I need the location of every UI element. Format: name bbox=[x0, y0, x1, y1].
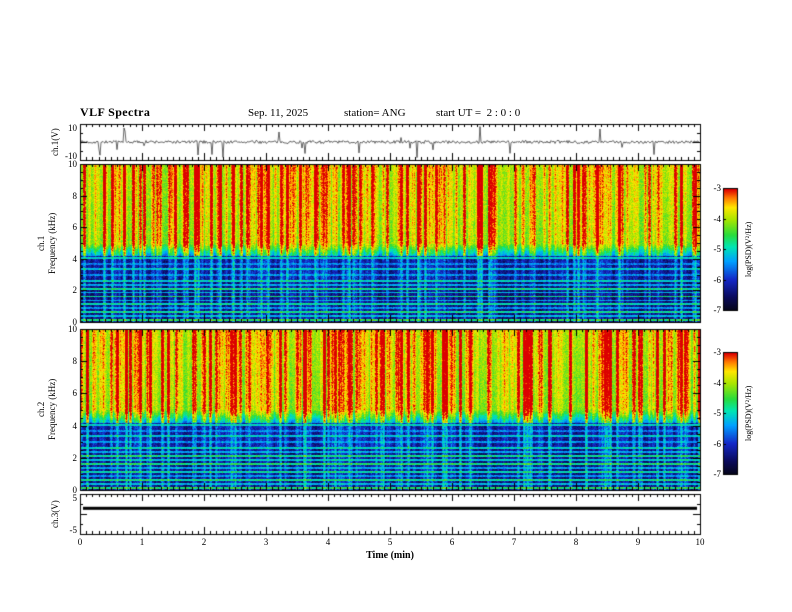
colorbar1-label: log(PSD)(V²/Hz) bbox=[744, 221, 753, 277]
ch1-frequency-axis-label: ch.1 Frequency (kHz) bbox=[36, 181, 58, 305]
tick-label: 5 bbox=[387, 537, 393, 547]
ch1-axis-line1: ch.1 bbox=[36, 235, 46, 251]
tick-label: -7 bbox=[713, 469, 722, 479]
ch2-axis-line1: ch.2 bbox=[36, 401, 46, 417]
tick-label: 0 bbox=[72, 485, 78, 495]
tick-label: 6 bbox=[72, 222, 78, 233]
tick-label: 8 bbox=[573, 537, 579, 547]
tick-label: 10 bbox=[68, 324, 77, 334]
tick-label: 1 bbox=[139, 537, 145, 547]
tick-label: 10 bbox=[68, 123, 77, 133]
tick-label: 5 bbox=[72, 493, 78, 503]
tick-label: 8 bbox=[72, 190, 78, 201]
ch1-voltage-axis-label: ch.1(V) bbox=[50, 128, 60, 156]
colorbar2-label: log(PSD)(V²/Hz) bbox=[744, 385, 753, 441]
time-axis-label: Time (min) bbox=[366, 550, 414, 561]
tick-label: 4 bbox=[325, 537, 331, 547]
ch2-axis-line2: Frequency (kHz) bbox=[47, 378, 57, 440]
tick-label: 10 bbox=[68, 159, 77, 169]
tick-label: 3 bbox=[263, 537, 269, 547]
tick-label: 4 bbox=[72, 253, 78, 264]
tick-label: 0 bbox=[72, 317, 78, 327]
ch3-voltage-axis-label: ch.3(V) bbox=[50, 500, 60, 528]
tick-label: -4 bbox=[713, 213, 722, 224]
tick-label: 10 bbox=[695, 537, 705, 547]
tick-label: 7 bbox=[511, 537, 517, 547]
tick-label: 2 bbox=[72, 452, 78, 463]
page-title: VLF Spectra bbox=[80, 105, 151, 119]
tick-label: 6 bbox=[72, 388, 78, 399]
tick-label: -5 bbox=[713, 408, 722, 418]
tick-label: -10 bbox=[65, 151, 77, 161]
station-label: station= ANG bbox=[344, 107, 406, 119]
tick-label: 6 bbox=[449, 537, 455, 547]
start-ut-label: start UT = 2 : 0 : 0 bbox=[436, 107, 521, 119]
tick-label: 8 bbox=[72, 356, 78, 367]
tick-label: 9 bbox=[635, 537, 641, 547]
tick-label: -4 bbox=[713, 377, 722, 388]
ch1-axis-line2: Frequency (kHz) bbox=[47, 212, 57, 274]
tick-label: 4 bbox=[72, 420, 78, 431]
tick-label: -5 bbox=[69, 525, 78, 535]
tick-label: -5 bbox=[713, 244, 722, 254]
tick-label: -3 bbox=[713, 347, 722, 357]
tick-label: -6 bbox=[713, 438, 722, 449]
date-label: Sep. 11, 2025 bbox=[248, 107, 309, 119]
ch2-frequency-axis-label: ch.2 Frequency (kHz) bbox=[36, 347, 58, 471]
tick-label: -7 bbox=[713, 305, 722, 315]
tick-label: -3 bbox=[713, 183, 722, 193]
tick-label: 2 bbox=[201, 537, 207, 547]
tick-label: 0 bbox=[77, 537, 83, 547]
tick-label: -6 bbox=[713, 274, 722, 285]
tick-label: 2 bbox=[72, 285, 78, 296]
